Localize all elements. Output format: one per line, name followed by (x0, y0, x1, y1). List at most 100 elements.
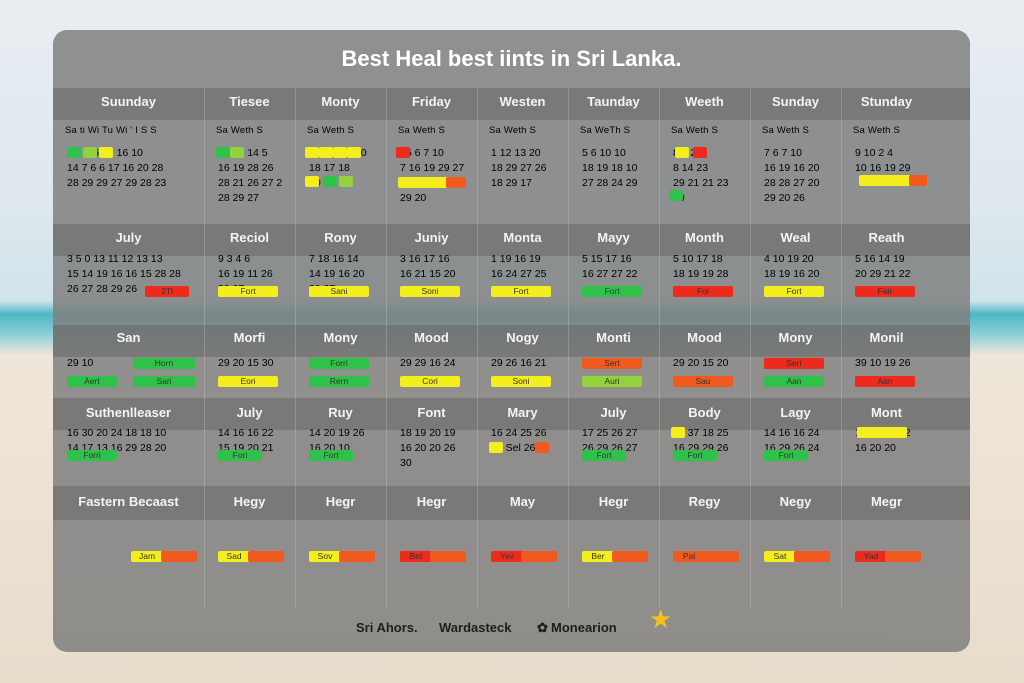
date-line: 4 10 19 20 (764, 253, 814, 265)
highlight-range (859, 175, 911, 186)
column-label: Mary (507, 405, 538, 420)
status-bar: Forri (67, 450, 117, 461)
column-label: Ruy (328, 405, 353, 420)
weekday-row: Sa WeTh S (580, 125, 631, 136)
date-line: 16 20 20 26 (400, 442, 456, 454)
calendar-panel: Best Heal best iints in Sri Lanka. Suund… (53, 30, 970, 652)
status-bar: Sari (133, 376, 195, 387)
status-bar: Eori (218, 376, 278, 387)
status-bar: Sad (218, 551, 250, 562)
status-bar: Jam (131, 551, 163, 562)
date-line: 18 17 18 (309, 162, 350, 174)
date-line: 9 3 4 6 (218, 253, 251, 265)
column-label: Reciol (229, 230, 269, 245)
column-label: Hegr (598, 494, 629, 509)
column-label: Suthenlleaser (85, 405, 172, 420)
date-line: 28 21 26 27 2 (218, 177, 283, 189)
column-divider (386, 88, 387, 608)
status-bar: Bet (400, 551, 432, 562)
status-bar: Auri (582, 376, 642, 387)
date-line: 18 29 17 (491, 177, 532, 189)
status-bar: Fori (218, 450, 262, 461)
date-line: 14 7 6 6 17 16 20 28 (67, 162, 164, 174)
date-line: 18 19 19 28 (673, 268, 729, 280)
status-bar: Fort (764, 286, 824, 297)
column-divider (659, 88, 660, 608)
date-line: 14 20 19 26 (309, 427, 365, 439)
column-label: Mont (870, 405, 903, 420)
status-bar-tail (703, 551, 739, 562)
status-bar-tail (521, 551, 557, 562)
highlight-day (216, 147, 230, 158)
highlight-day (857, 427, 907, 438)
highlight-day (693, 147, 707, 158)
status-bar: Fort (218, 286, 278, 297)
column-label: July (236, 405, 263, 420)
status-bar: Fair (855, 286, 915, 297)
date-line: 5 15 17 16 (582, 253, 632, 265)
highlight-range (909, 175, 927, 186)
column-label: Hegy (233, 494, 266, 509)
column-label: Month (685, 230, 724, 245)
highlight-range (398, 177, 450, 188)
column-label: Regy (688, 494, 721, 509)
date-line: 8 14 23 (673, 162, 709, 174)
column-label: Font (417, 405, 446, 420)
column-header: Stunday (860, 94, 913, 109)
date-line: 16 37 18 25 (673, 427, 729, 439)
highlight-day (535, 442, 549, 453)
weekday-row: Sa ti Wi Tu Wi ' I S S (65, 125, 157, 136)
status-bar: Foi (673, 286, 733, 297)
date-line: 16 21 15 20 (400, 268, 456, 280)
column-label: Monti (596, 330, 631, 345)
date-line: 7 16 19 29 27 (400, 162, 465, 174)
date-line: 14 16 16 24 (764, 427, 820, 439)
footer-brand-2: Wardasteck (439, 620, 512, 635)
column-label: Hegr (325, 494, 356, 509)
status-bar-tail (248, 551, 284, 562)
status-bar: Aan (764, 376, 824, 387)
column-header: Monty (321, 94, 360, 109)
status-bar: Fort (582, 286, 642, 297)
star-icon: ★ (649, 604, 673, 634)
status-bar: Cori (400, 376, 460, 387)
highlight-day (67, 147, 81, 158)
label-row-band-4 (53, 398, 970, 430)
status-bar: Sov (309, 551, 341, 562)
date-line: 16 19 11 26 (218, 268, 273, 280)
column-label: Monta (503, 230, 542, 245)
status-bar: Sert (764, 358, 824, 369)
date-line: 39 10 19 26 (855, 357, 911, 369)
date-line: 16 24 25 26 (491, 427, 547, 439)
column-label: San (116, 330, 141, 345)
date-line: 7 6 7 10 (764, 147, 802, 159)
footer: Sri Ahors. Wardasteck ✿ Monearion (53, 608, 970, 652)
column-header: Tiesee (229, 94, 270, 109)
status-bar: Aan (855, 376, 915, 387)
weekday-row: Sa Weth S (671, 125, 719, 136)
date-line: 1 19 16 19 (491, 253, 541, 265)
highlight-day (675, 147, 689, 158)
date-line: 3 5 0 13 11 12 13 13 (67, 253, 163, 265)
footer-logo-icon: ✿ (537, 620, 548, 635)
status-bar: Horn (133, 358, 195, 369)
date-line: 28 29 27 (218, 192, 259, 204)
status-bar: Sert (582, 358, 642, 369)
date-line: 18 19 20 19 (400, 427, 456, 439)
status-bar: Pal (673, 551, 705, 562)
footer-brand-1: Sri Ahors. (356, 620, 418, 635)
highlight-range (446, 177, 466, 188)
date-line: 29 29 16 24 (400, 357, 456, 369)
column-label: Mony (778, 330, 813, 345)
status-bar: Soni (491, 376, 551, 387)
date-line: 29 21 21 23 (673, 177, 729, 189)
column-label: Juniy (414, 230, 449, 245)
column-label: July (600, 405, 627, 420)
highlight-day (489, 442, 503, 453)
date-line: 16 19 28 26 (218, 162, 274, 174)
highlight-day (319, 147, 333, 158)
date-line: 17 25 26 27 (582, 427, 638, 439)
date-line: 5 6 10 10 (582, 147, 626, 159)
highlight-day (671, 427, 685, 438)
status-bar-tail (339, 551, 375, 562)
